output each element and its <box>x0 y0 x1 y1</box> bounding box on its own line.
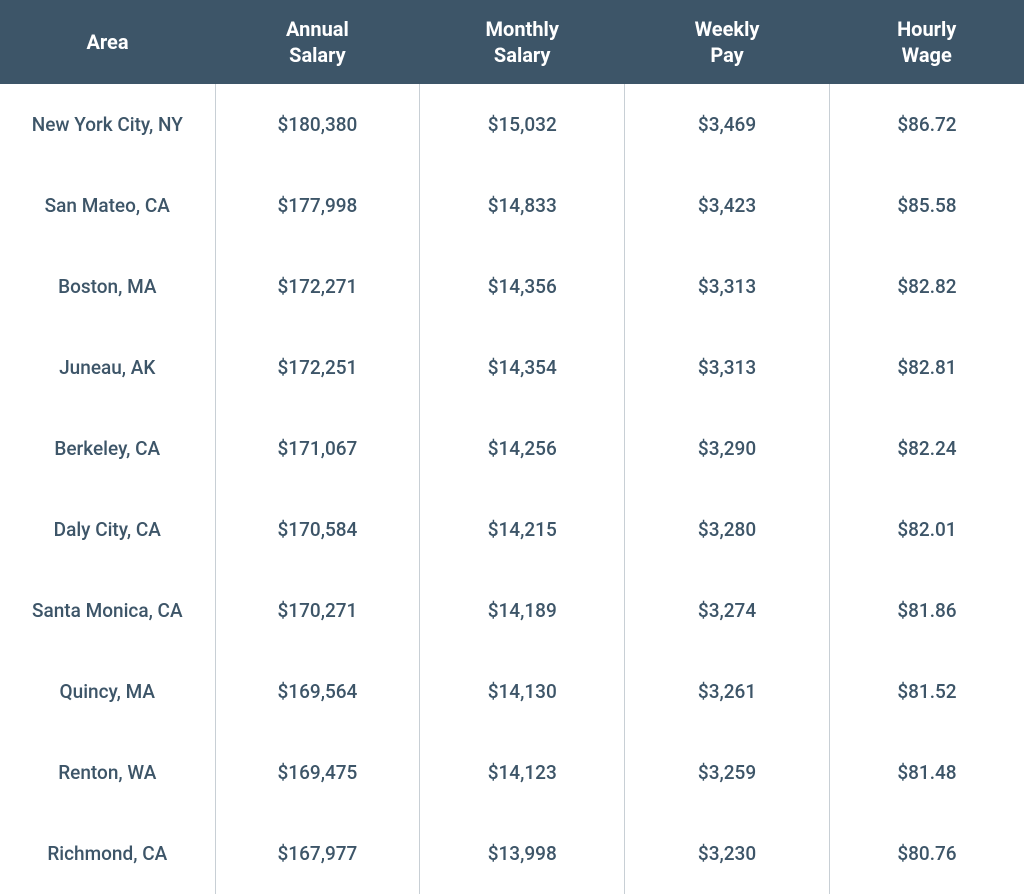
table-row: Berkeley, CA $171,067 $14,256 $3,290 $82… <box>0 408 1024 489</box>
salary-table: Area Annual Salary Monthly Salary Weekly… <box>0 0 1024 894</box>
cell-weekly: $3,280 <box>625 489 830 570</box>
header-area-line1: Area <box>8 29 207 55</box>
table-row: San Mateo, CA $177,998 $14,833 $3,423 $8… <box>0 165 1024 246</box>
header-weekly-line2: Pay <box>633 42 822 68</box>
header-monthly: Monthly Salary <box>420 0 625 84</box>
table-row: Daly City, CA $170,584 $14,215 $3,280 $8… <box>0 489 1024 570</box>
header-annual: Annual Salary <box>215 0 420 84</box>
cell-weekly: $3,423 <box>625 165 830 246</box>
cell-hourly: $82.24 <box>829 408 1024 489</box>
cell-annual: $170,271 <box>215 570 420 651</box>
cell-area: Juneau, AK <box>0 327 215 408</box>
cell-annual: $171,067 <box>215 408 420 489</box>
header-annual-line1: Annual <box>223 16 412 42</box>
cell-weekly: $3,290 <box>625 408 830 489</box>
table-row: New York City, NY $180,380 $15,032 $3,46… <box>0 84 1024 165</box>
cell-area: San Mateo, CA <box>0 165 215 246</box>
header-weekly-line1: Weekly <box>633 16 822 42</box>
cell-annual: $167,977 <box>215 813 420 894</box>
cell-hourly: $81.48 <box>829 732 1024 813</box>
header-hourly-line1: Hourly <box>837 16 1016 42</box>
table-row: Santa Monica, CA $170,271 $14,189 $3,274… <box>0 570 1024 651</box>
cell-hourly: $81.86 <box>829 570 1024 651</box>
cell-area: Daly City, CA <box>0 489 215 570</box>
cell-monthly: $14,354 <box>420 327 625 408</box>
cell-annual: $169,475 <box>215 732 420 813</box>
header-weekly: Weekly Pay <box>625 0 830 84</box>
cell-annual: $172,251 <box>215 327 420 408</box>
cell-monthly: $14,215 <box>420 489 625 570</box>
header-area: Area <box>0 0 215 84</box>
cell-monthly: $14,833 <box>420 165 625 246</box>
cell-annual: $169,564 <box>215 651 420 732</box>
cell-annual: $172,271 <box>215 246 420 327</box>
cell-area: New York City, NY <box>0 84 215 165</box>
cell-annual: $177,998 <box>215 165 420 246</box>
cell-area: Santa Monica, CA <box>0 570 215 651</box>
table-row: Richmond, CA $167,977 $13,998 $3,230 $80… <box>0 813 1024 894</box>
cell-monthly: $13,998 <box>420 813 625 894</box>
cell-monthly: $14,123 <box>420 732 625 813</box>
cell-annual: $170,584 <box>215 489 420 570</box>
header-annual-line2: Salary <box>223 42 412 68</box>
table-row: Boston, MA $172,271 $14,356 $3,313 $82.8… <box>0 246 1024 327</box>
cell-monthly: $14,130 <box>420 651 625 732</box>
cell-hourly: $81.52 <box>829 651 1024 732</box>
cell-area: Renton, WA <box>0 732 215 813</box>
cell-monthly: $14,189 <box>420 570 625 651</box>
cell-hourly: $82.81 <box>829 327 1024 408</box>
header-monthly-line1: Monthly <box>428 16 617 42</box>
table-body: New York City, NY $180,380 $15,032 $3,46… <box>0 84 1024 894</box>
cell-hourly: $82.82 <box>829 246 1024 327</box>
cell-area: Berkeley, CA <box>0 408 215 489</box>
table-header: Area Annual Salary Monthly Salary Weekly… <box>0 0 1024 84</box>
cell-weekly: $3,261 <box>625 651 830 732</box>
cell-weekly: $3,259 <box>625 732 830 813</box>
table-header-row: Area Annual Salary Monthly Salary Weekly… <box>0 0 1024 84</box>
cell-hourly: $80.76 <box>829 813 1024 894</box>
cell-weekly: $3,469 <box>625 84 830 165</box>
header-monthly-line2: Salary <box>428 42 617 68</box>
cell-weekly: $3,313 <box>625 327 830 408</box>
cell-hourly: $86.72 <box>829 84 1024 165</box>
table-row: Juneau, AK $172,251 $14,354 $3,313 $82.8… <box>0 327 1024 408</box>
cell-area: Richmond, CA <box>0 813 215 894</box>
cell-area: Quincy, MA <box>0 651 215 732</box>
table-row: Renton, WA $169,475 $14,123 $3,259 $81.4… <box>0 732 1024 813</box>
cell-weekly: $3,313 <box>625 246 830 327</box>
header-hourly-line2: Wage <box>837 42 1016 68</box>
cell-annual: $180,380 <box>215 84 420 165</box>
header-hourly: Hourly Wage <box>829 0 1024 84</box>
cell-monthly: $14,256 <box>420 408 625 489</box>
cell-area: Boston, MA <box>0 246 215 327</box>
cell-monthly: $14,356 <box>420 246 625 327</box>
cell-hourly: $82.01 <box>829 489 1024 570</box>
cell-hourly: $85.58 <box>829 165 1024 246</box>
cell-monthly: $15,032 <box>420 84 625 165</box>
cell-weekly: $3,230 <box>625 813 830 894</box>
cell-weekly: $3,274 <box>625 570 830 651</box>
table-row: Quincy, MA $169,564 $14,130 $3,261 $81.5… <box>0 651 1024 732</box>
